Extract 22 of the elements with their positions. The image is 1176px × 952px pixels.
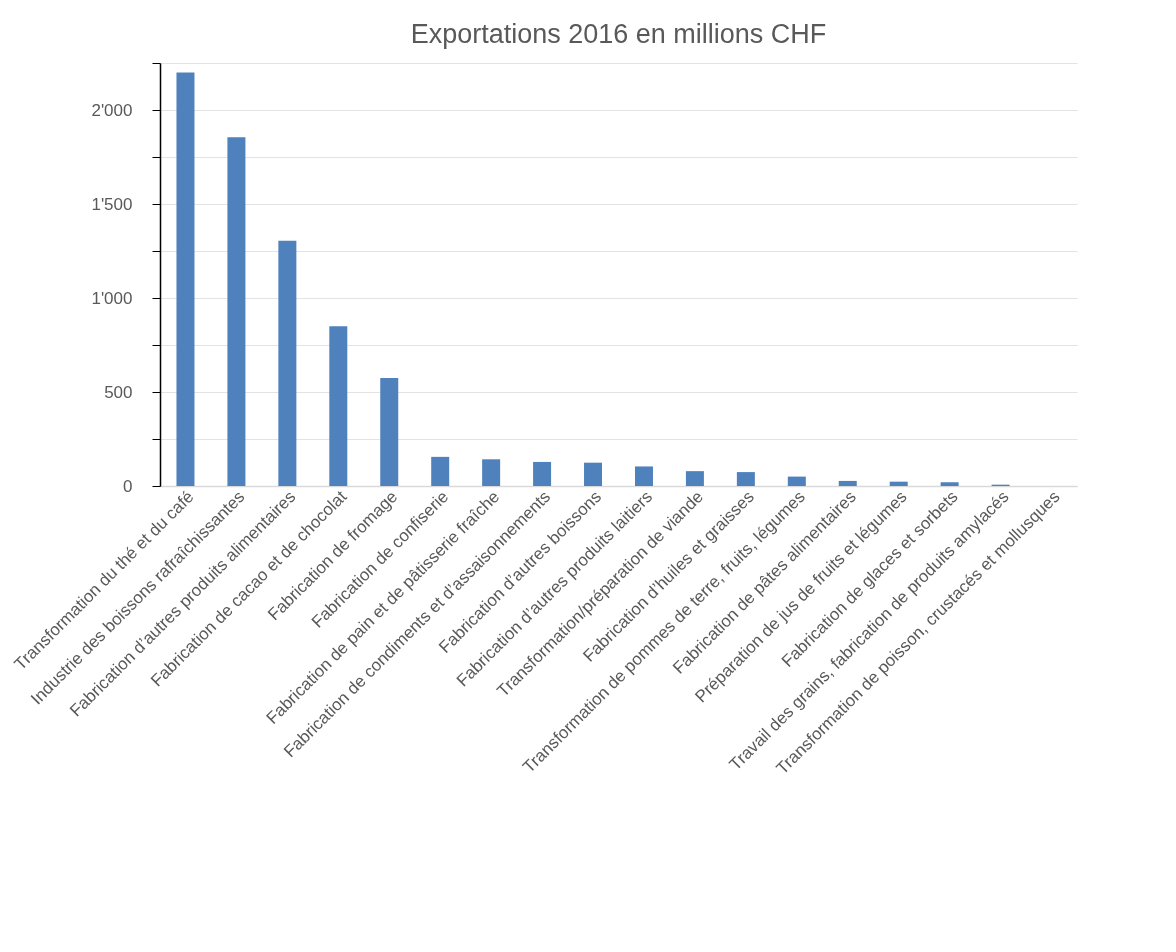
bar: [889, 481, 908, 486]
bar: [227, 137, 246, 486]
bar: [176, 72, 195, 486]
bar: [380, 377, 399, 486]
chart-title: Exportations 2016 en millions CHF: [410, 18, 827, 49]
bar: [329, 326, 348, 486]
bar: [634, 466, 653, 486]
bar: [533, 461, 552, 486]
y-tick-label: 2'000: [91, 100, 133, 120]
bar: [278, 240, 297, 486]
bar: [584, 462, 603, 486]
bar: [431, 456, 450, 486]
y-tick-label: 500: [104, 382, 133, 402]
bar: [736, 472, 755, 486]
y-tick-label: 1'500: [91, 194, 133, 214]
bar: [685, 471, 704, 486]
bar: [482, 459, 501, 486]
y-tick-label: 0: [123, 476, 133, 496]
bar: [940, 482, 959, 486]
bar: [838, 480, 857, 486]
y-tick-label: 1'000: [91, 288, 133, 308]
bar: [787, 476, 806, 486]
